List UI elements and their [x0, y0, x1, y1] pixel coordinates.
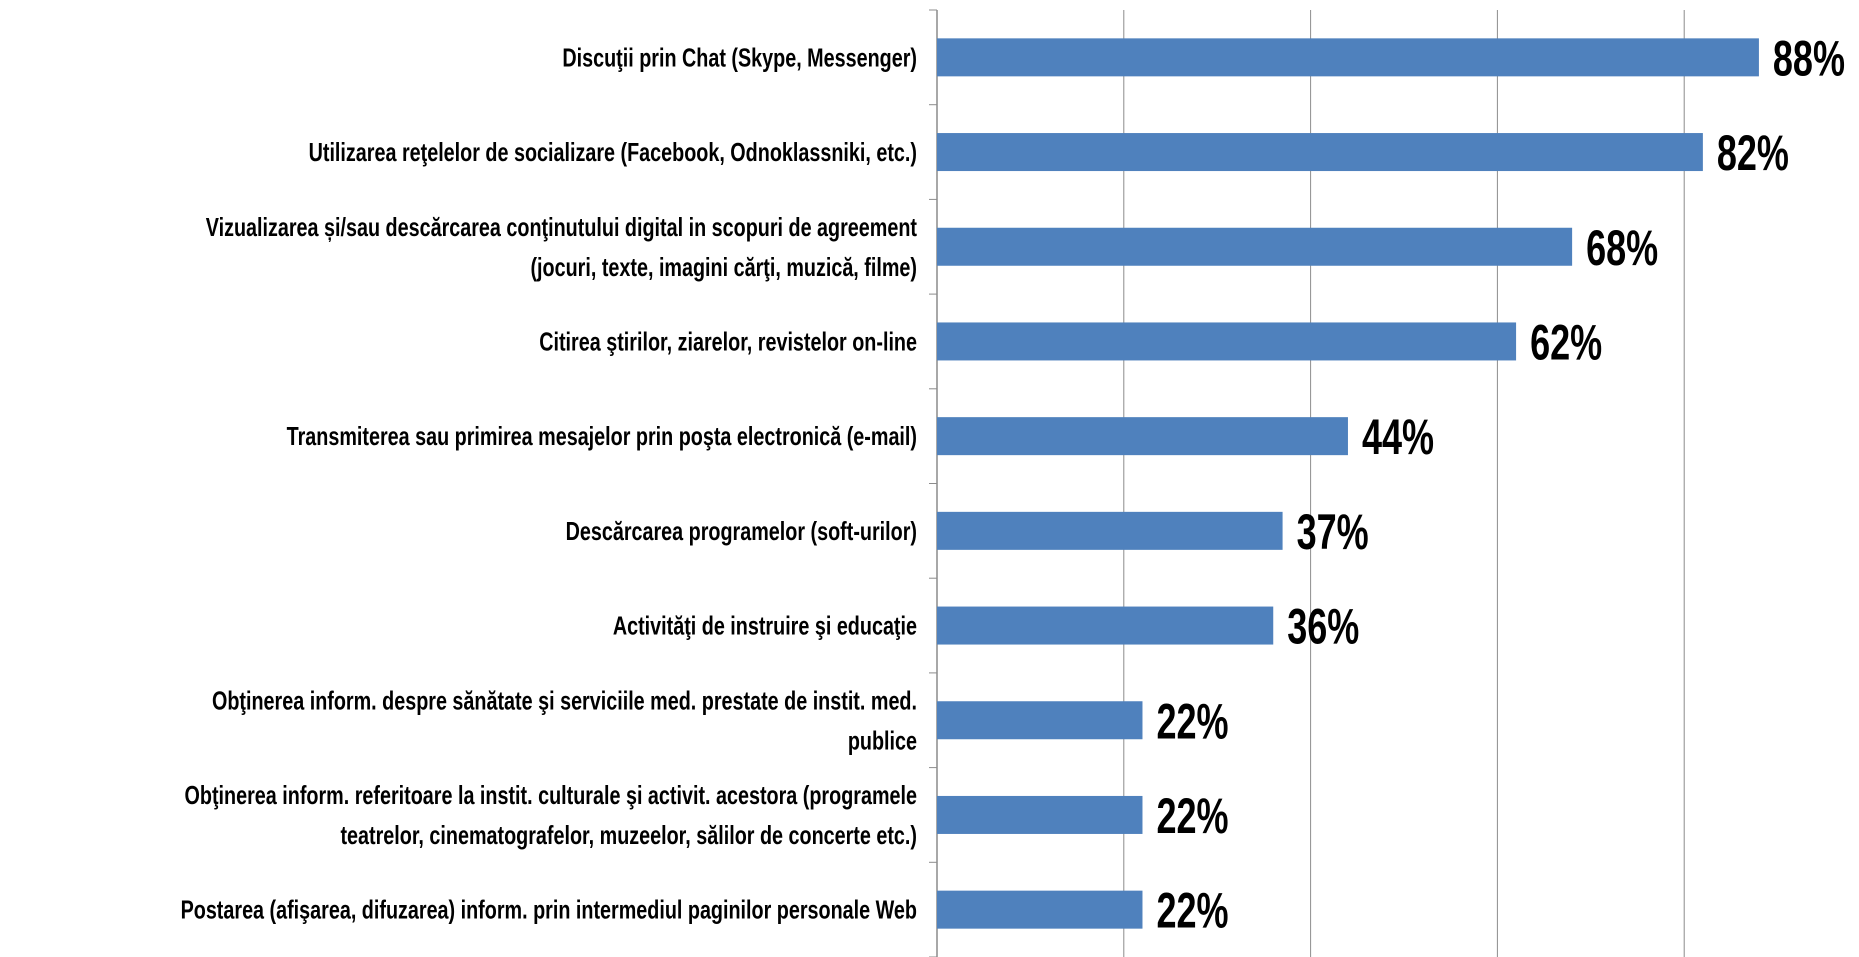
bar	[937, 417, 1348, 456]
data-label: 36%	[1287, 599, 1359, 655]
data-label: 22%	[1156, 883, 1228, 939]
category-label: Descărcarea programelor (soft-urilor)	[566, 516, 917, 546]
data-label: 68%	[1586, 220, 1658, 276]
category-label: Vizualizarea și/sau descărcarea conţinut…	[206, 212, 917, 282]
category-label: Utilizarea reţelelor de socializare (Fac…	[309, 137, 917, 167]
data-label: 82%	[1717, 125, 1789, 181]
data-label: 37%	[1297, 504, 1369, 560]
bar	[937, 227, 1573, 266]
bar	[937, 606, 1274, 645]
category-label: Citirea ştirilor, ziarelor, revistelor o…	[539, 326, 917, 356]
data-label: 62%	[1530, 314, 1602, 370]
bar	[937, 890, 1143, 929]
data-label: 44%	[1362, 409, 1434, 465]
data-label: 22%	[1156, 693, 1228, 749]
bar	[937, 322, 1517, 361]
bar	[937, 133, 1703, 172]
data-label: 22%	[1156, 788, 1228, 844]
category-label: Discuţii prin Chat (Skype, Messenger)	[562, 42, 917, 72]
data-label: 88%	[1773, 30, 1845, 86]
bar	[937, 701, 1143, 740]
category-label: Obţinerea inform. despre sănătate şi ser…	[212, 685, 917, 755]
bar	[937, 38, 1759, 77]
bar	[937, 511, 1283, 550]
category-label: Activităţi de instruire şi educaţie	[613, 611, 917, 641]
bar	[937, 795, 1143, 834]
category-label: Postarea (afişarea, difuzarea) inform. p…	[181, 895, 917, 925]
category-label: Obţinerea inform. referitoare la instit.…	[185, 780, 917, 850]
category-label: Transmiterea sau primirea mesajelor prin…	[287, 421, 917, 451]
